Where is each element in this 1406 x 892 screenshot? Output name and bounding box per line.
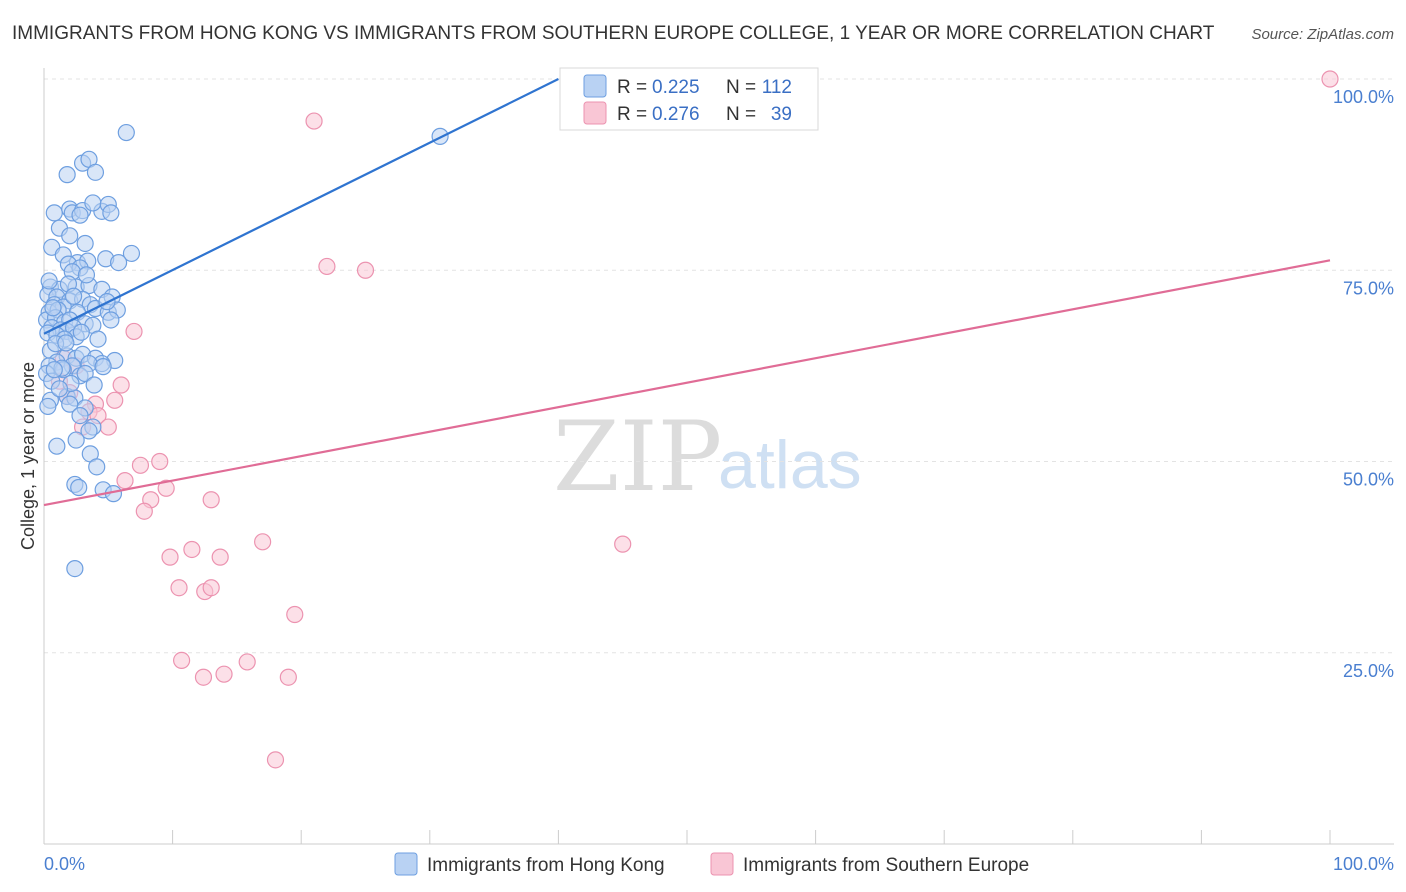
point-southern-europe-38 (614, 535, 632, 553)
y-tick-label-75: 75.0% (1343, 278, 1394, 298)
point-southern-europe-18 (151, 452, 169, 471)
series-legend: Immigrants from Hong Kong Immigrants fro… (394, 852, 1029, 876)
axes (43, 68, 1394, 845)
legend-label-hong-kong: Immigrants from Hong Kong (427, 855, 665, 876)
point-hong-kong-111 (64, 287, 83, 305)
point-southern-europe-26 (161, 548, 179, 566)
point-hong-kong-13 (102, 204, 120, 222)
point-southern-europe-16 (99, 418, 117, 436)
watermark: ZIP atlas (553, 401, 862, 513)
point-southern-europe-17 (131, 456, 150, 474)
point-hong-kong-99 (45, 361, 63, 379)
point-hong-kong-110 (40, 272, 58, 290)
watermark-zip: ZIP (553, 401, 722, 513)
point-southern-europe-27 (211, 548, 229, 566)
point-hong-kong-96 (66, 559, 84, 578)
point-hong-kong-20 (122, 244, 141, 263)
stats-r-value-hong-kong: 0.225 (652, 77, 700, 98)
chart-title: IMMIGRANTS FROM HONG KONG VS IMMIGRANTS … (12, 23, 1215, 44)
chart-source: Source: ZipAtlas.com (1251, 26, 1394, 43)
point-hong-kong-5 (45, 204, 63, 222)
point-hong-kong-23 (109, 254, 128, 272)
point-hong-kong-16 (76, 234, 94, 253)
point-hong-kong-11 (84, 194, 102, 212)
x-tick-label-left: 0.0% (44, 854, 85, 874)
point-southern-europe-1 (305, 112, 323, 130)
stats-r-label-hong-kong: R = (617, 77, 652, 98)
point-hong-kong-59 (89, 330, 107, 348)
point-hong-kong-87 (39, 397, 57, 416)
legend-swatch-southern-europe (710, 852, 734, 876)
point-hong-kong-88 (67, 431, 85, 449)
stats-legend: R = 0.225 N = 112 R = 0.276 N = 39 (559, 67, 819, 131)
point-hong-kong-109 (77, 266, 96, 284)
point-hong-kong-77 (76, 364, 94, 383)
point-hong-kong-60 (102, 311, 120, 329)
stats-r-label-southern-europe: R = (617, 104, 652, 125)
point-hong-kong-15 (61, 227, 79, 245)
point-hong-kong-91 (88, 458, 106, 476)
point-southern-europe-36 (279, 668, 297, 686)
point-southern-europe-31 (286, 605, 304, 624)
point-hong-kong-73 (94, 358, 112, 376)
point-hong-kong-86 (80, 422, 98, 440)
stats-swatch-southern-europe (583, 101, 607, 125)
point-hong-kong-89 (48, 437, 66, 455)
stats-n-value-hong-kong: 112 (762, 77, 792, 98)
point-southern-europe-33 (238, 653, 256, 671)
stats-n-label-hong-kong: N = (726, 77, 761, 98)
point-southern-europe-4 (125, 322, 143, 341)
point-hong-kong-107 (44, 299, 62, 317)
x-axis-ticks (172, 830, 1331, 844)
stats-swatch-hong-kong (583, 74, 607, 98)
stats-r-value-southern-europe: 0.276 (652, 104, 700, 125)
point-hong-kong-104 (57, 334, 75, 352)
point-southern-europe-22 (202, 491, 220, 509)
point-hong-kong-0 (117, 123, 135, 142)
point-southern-europe-24 (254, 533, 272, 551)
point-hong-kong-4 (86, 163, 105, 181)
point-southern-europe-35 (215, 665, 233, 683)
point-southern-europe-32 (173, 651, 191, 670)
point-southern-europe-10 (106, 391, 124, 409)
point-southern-europe-19 (116, 472, 134, 490)
point-southern-europe-23 (135, 502, 153, 520)
x-tick-label-right: 100.0% (1333, 854, 1394, 874)
y-tick-label-100: 100.0% (1333, 87, 1394, 107)
point-southern-europe-25 (183, 540, 201, 559)
y-tick-label-50: 50.0% (1343, 470, 1394, 490)
point-hong-kong-105 (72, 323, 90, 341)
point-hong-kong-102 (85, 376, 103, 394)
trend-line-southern-europe (43, 259, 1331, 507)
trend-line-hong-kong (43, 78, 559, 335)
y-tick-label-25: 25.0% (1343, 661, 1394, 681)
point-hong-kong-101 (50, 380, 69, 398)
point-southern-europe-20 (157, 479, 175, 497)
point-hong-kong-3 (58, 166, 76, 184)
grid-lines (44, 78, 1394, 654)
point-southern-europe-7 (112, 376, 130, 394)
stats-n-value-southern-europe: 39 (771, 104, 792, 125)
point-hong-kong-9 (71, 206, 89, 224)
point-southern-europe-2 (318, 257, 336, 276)
legend-swatch-hong-kong (394, 852, 418, 876)
point-southern-europe-3 (356, 261, 375, 279)
legend-label-southern-europe: Immigrants from Southern Europe (743, 855, 1029, 876)
point-hong-kong-93 (70, 478, 88, 497)
point-southern-europe-30 (202, 579, 220, 597)
point-southern-europe-28 (170, 579, 188, 597)
watermark-atlas: atlas (718, 427, 862, 503)
point-southern-europe-34 (194, 668, 213, 686)
y-axis-tick-labels: 100.0% 75.0% 50.0% 25.0% (1333, 87, 1394, 681)
y-axis-title: College, 1 year or more (18, 362, 38, 550)
point-southern-europe-0 (1321, 70, 1339, 88)
point-southern-europe-37 (266, 751, 285, 769)
trend-lines (43, 78, 1331, 507)
stats-n-label-southern-europe: N = (726, 104, 761, 125)
point-hong-kong-84 (71, 407, 89, 425)
